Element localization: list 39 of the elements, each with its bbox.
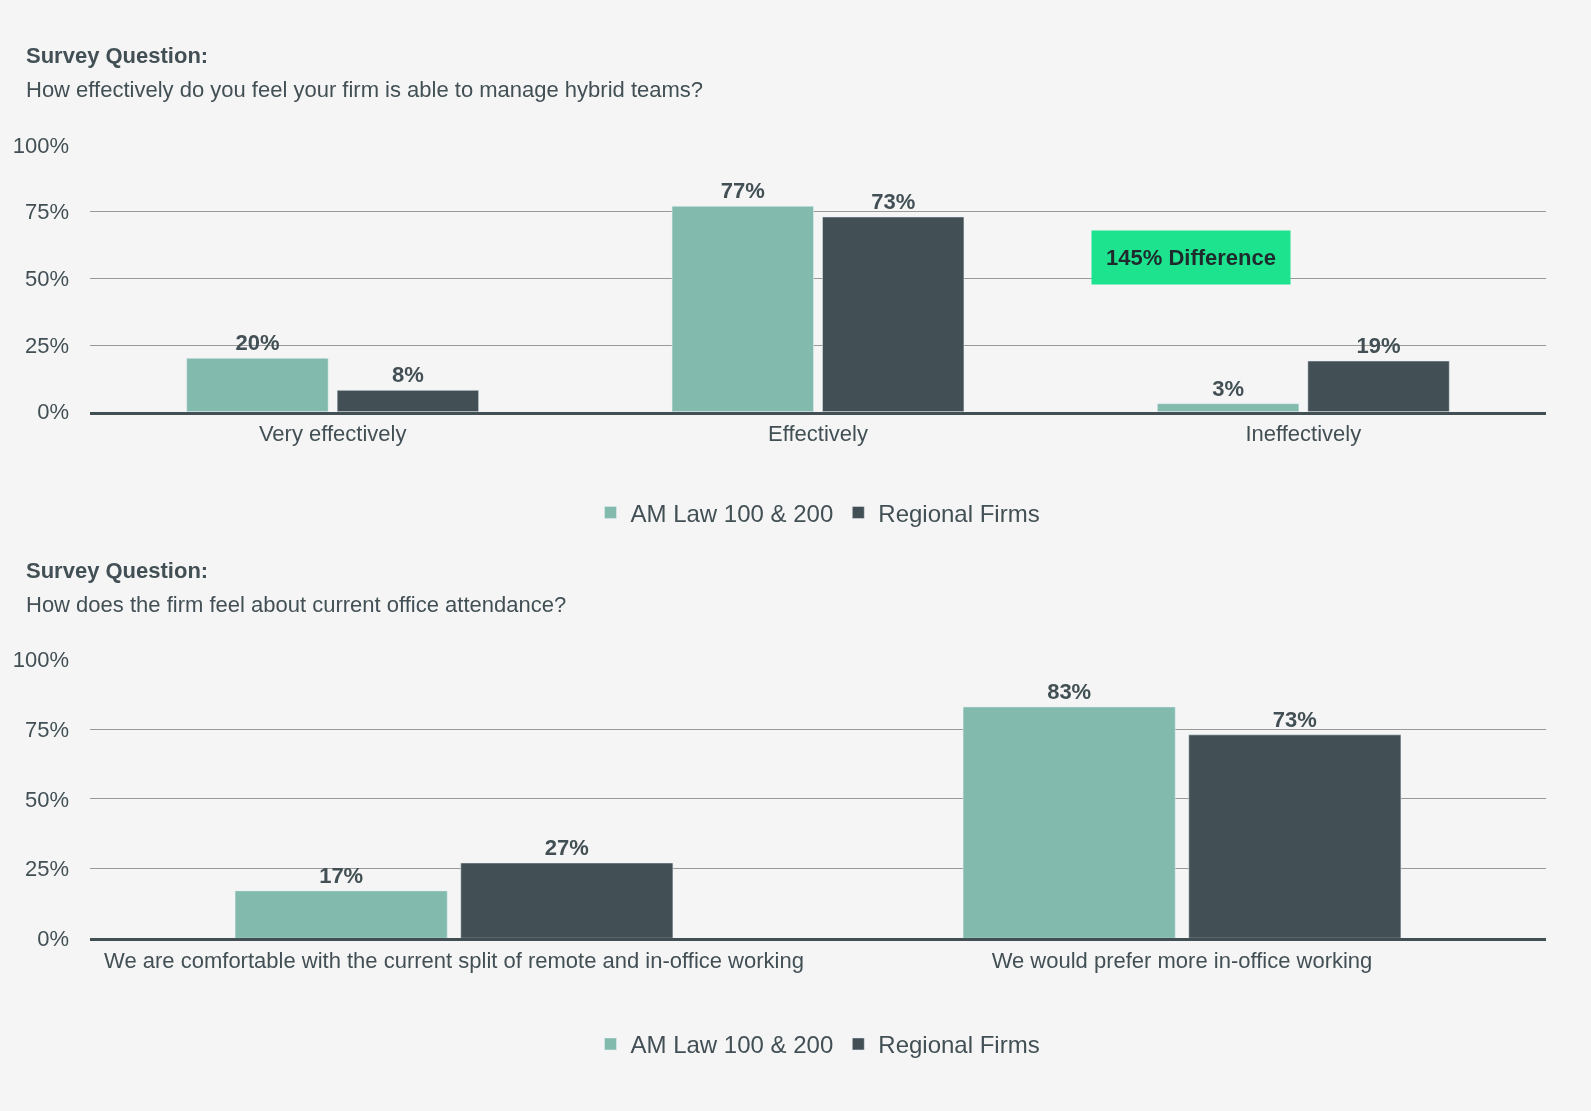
y-tick-label: 0% <box>37 925 69 951</box>
chart-subtitle: How effectively do you feel your firm is able to manage hybrid teams? <box>26 77 704 102</box>
x-tick-label: We would prefer more in-office working <box>991 947 1373 973</box>
chart-subtitle: How does the firm feel about current office attendance? <box>26 592 567 617</box>
y-tick-label: 25% <box>24 856 69 882</box>
legend-label: Regional Firms <box>878 499 1040 527</box>
legend-label: AM Law 100 & 200 <box>630 1031 834 1059</box>
data-label: 3% <box>1212 375 1244 401</box>
chart-title: Survey Question: <box>26 558 209 583</box>
y-tick-label: 0% <box>37 399 69 425</box>
y-tick-label: 75% <box>24 199 69 225</box>
data-label: 20% <box>235 330 280 356</box>
x-tick-label: We are comfortable with the current split of remote and in-office working <box>104 947 804 973</box>
data-label: 27% <box>544 835 589 861</box>
bar <box>234 890 448 939</box>
bar <box>1157 403 1300 412</box>
y-tick-label: 75% <box>24 716 69 742</box>
y-tick-label: 100% <box>12 647 69 673</box>
data-label: 73% <box>871 188 916 214</box>
x-tick-label: Very effectively <box>258 421 407 447</box>
legend-label: AM Law 100 & 200 <box>630 499 834 527</box>
bar <box>671 206 814 412</box>
bar <box>962 706 1176 939</box>
data-label: 83% <box>1047 678 1092 704</box>
bar <box>186 358 329 412</box>
data-label: 8% <box>392 362 424 388</box>
data-label: 77% <box>720 178 765 204</box>
x-tick-label: Ineffectively <box>1245 421 1362 447</box>
y-tick-label: 25% <box>24 332 69 358</box>
y-tick-label: 50% <box>24 266 69 292</box>
legend-label: Regional Firms <box>878 1031 1040 1059</box>
y-tick-label: 100% <box>12 132 69 158</box>
annotation: 145% Difference <box>1106 245 1276 270</box>
y-tick-label: 50% <box>24 786 69 812</box>
data-label: 73% <box>1272 706 1317 732</box>
x-tick-label: Effectively <box>768 421 868 447</box>
data-label: 19% <box>1356 333 1401 359</box>
data-label: 17% <box>319 862 364 888</box>
chart-title: Survey Question: <box>26 43 209 68</box>
